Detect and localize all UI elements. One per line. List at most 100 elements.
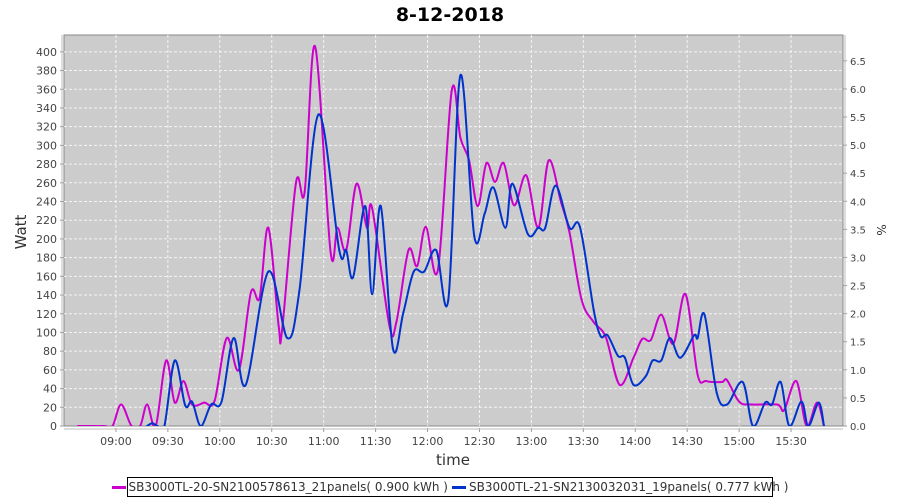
data-point: [317, 113, 320, 116]
y2-tick-label: 6.0: [850, 85, 866, 96]
data-point: [459, 136, 462, 139]
data-point: [751, 425, 754, 426]
x-tick-label: 11:00: [308, 435, 340, 448]
data-point: [182, 380, 185, 383]
data-point: [632, 383, 635, 386]
y2-axis-label: %: [874, 224, 888, 235]
data-point: [120, 403, 123, 406]
data-point: [578, 225, 581, 228]
data-point: [473, 235, 476, 238]
data-point: [267, 270, 270, 273]
y-tick-label: 60: [43, 364, 57, 377]
data-point: [436, 268, 439, 271]
legend-item-series-2: SB3000TL-21-SN2130032031_19panels( 0.777…: [452, 480, 788, 494]
data-point: [715, 391, 718, 394]
y-tick-label: 340: [36, 102, 57, 115]
data-point: [511, 182, 514, 185]
data-point: [146, 403, 149, 406]
data-point: [693, 334, 696, 337]
data-point: [364, 205, 367, 208]
y-tick-label: 20: [43, 401, 57, 414]
y2-tick-label: 4.0: [850, 197, 866, 208]
data-point: [544, 226, 547, 229]
data-point: [632, 356, 635, 359]
data-point: [294, 181, 297, 184]
y2-axis: 0.0 0.5 1.0 1.5 2.0 2.5 3.0 3.5 4.0 4.5 5.0 5.5 6.0 6…: [843, 35, 866, 433]
y2-tick-label: 2.5: [850, 282, 866, 293]
data-point: [314, 45, 317, 48]
data-point: [402, 311, 405, 314]
series-line-2: [146, 74, 825, 426]
data-point: [329, 251, 332, 254]
y2-tick-label: 1.0: [850, 366, 866, 377]
data-point: [684, 293, 687, 296]
data-point: [764, 401, 767, 404]
data-point: [130, 425, 133, 426]
data-point: [599, 335, 602, 338]
x-tick-label: 13:30: [567, 435, 599, 448]
legend-swatch: [452, 485, 466, 489]
data-point: [232, 337, 235, 340]
data-point: [156, 425, 159, 426]
legend-label: SB3000TL-20-SN2100578613_21panels( 0.900…: [128, 480, 448, 494]
data-point: [407, 249, 410, 252]
data-point: [416, 265, 419, 268]
data-point: [822, 425, 825, 426]
y-tick-label: 260: [36, 177, 57, 190]
y-tick-label: 360: [36, 83, 57, 96]
x-tick-label: 09:00: [100, 435, 132, 448]
data-point: [623, 356, 626, 359]
legend-swatch: [111, 485, 126, 489]
data-point: [660, 359, 663, 362]
data-point: [580, 298, 583, 301]
y2-tick-label: 0.5: [850, 394, 866, 405]
x-tick-label: 15:00: [723, 435, 755, 448]
legend-item-series-1: SB3000TL-20-SN2100578613_21panels( 0.900…: [111, 480, 448, 494]
data-point: [705, 380, 708, 383]
data-point: [163, 425, 166, 426]
data-point: [395, 321, 398, 324]
y-tick-label: 100: [36, 326, 57, 339]
data-point: [726, 403, 729, 406]
data-point: [476, 205, 479, 208]
data-point: [423, 270, 426, 273]
data-point: [281, 328, 284, 331]
legend: SB3000TL-20-SN2100578613_21panels( 0.900…: [111, 477, 788, 497]
data-point: [249, 291, 252, 294]
y-axis: 0 20 40 60 80 100 120 140 160 180 200 220 240 260 280 3…: [36, 35, 64, 433]
x-tick-label: 11:30: [360, 435, 392, 448]
data-point: [738, 400, 741, 403]
plot-area: [63, 34, 844, 427]
y-tick-label: 120: [36, 308, 57, 321]
data-point: [210, 403, 213, 406]
data-point: [504, 226, 507, 229]
y-tick-label: 180: [36, 252, 57, 265]
data-point: [146, 425, 149, 426]
data-point: [513, 204, 516, 207]
y-tick-label: 380: [36, 65, 57, 78]
data-point: [286, 337, 289, 340]
y2-tick-label: 5.5: [850, 113, 866, 124]
data-point: [554, 184, 557, 187]
data-point: [776, 403, 779, 406]
data-point: [679, 356, 682, 359]
data-point: [720, 381, 723, 384]
data-point: [641, 338, 644, 341]
data-point: [371, 207, 374, 210]
data-point: [616, 354, 619, 357]
data-point: [225, 337, 228, 340]
y2-tick-label: 3.5: [850, 225, 866, 236]
y-tick-label: 80: [43, 345, 57, 358]
data-point: [151, 422, 154, 425]
y-tick-label: 320: [36, 121, 57, 134]
data-point: [547, 159, 550, 162]
data-point: [800, 400, 803, 403]
data-point: [213, 399, 216, 402]
data-point: [485, 162, 488, 165]
y-tick-label: 220: [36, 214, 57, 227]
data-point: [502, 162, 505, 165]
data-point: [184, 404, 187, 407]
data-point: [424, 225, 427, 228]
data-point: [568, 226, 571, 229]
data-point: [795, 380, 798, 383]
